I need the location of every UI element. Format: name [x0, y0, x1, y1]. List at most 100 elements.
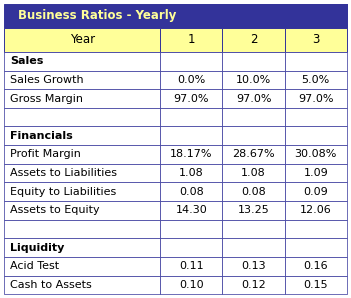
Text: 0.13: 0.13: [241, 261, 266, 271]
Bar: [4, 28, 160, 52]
Bar: [285, 145, 347, 164]
Bar: [160, 4, 223, 28]
Bar: [160, 89, 223, 108]
Text: 3: 3: [312, 33, 319, 46]
Text: 97.0%: 97.0%: [236, 94, 271, 103]
Bar: [223, 201, 285, 220]
Bar: [160, 126, 223, 145]
Bar: [160, 52, 223, 71]
Bar: [223, 52, 285, 71]
Text: 10.0%: 10.0%: [236, 75, 271, 85]
Bar: [285, 182, 347, 201]
Bar: [285, 89, 347, 108]
Bar: [285, 52, 347, 71]
Bar: [160, 145, 223, 164]
Bar: [160, 201, 223, 220]
Bar: [223, 276, 285, 294]
Text: Profit Margin: Profit Margin: [11, 150, 81, 159]
Bar: [223, 28, 285, 52]
Bar: [4, 126, 160, 145]
Bar: [285, 220, 347, 238]
Bar: [160, 257, 223, 276]
Bar: [160, 28, 223, 52]
Text: 1: 1: [187, 33, 195, 46]
Bar: [160, 108, 223, 126]
Bar: [4, 182, 160, 201]
Text: Assets to Liabilities: Assets to Liabilities: [11, 168, 118, 178]
Bar: [285, 28, 347, 52]
Bar: [4, 71, 160, 89]
Bar: [223, 71, 285, 89]
Bar: [223, 257, 285, 276]
Text: 28.67%: 28.67%: [232, 150, 275, 159]
Bar: [285, 257, 347, 276]
Bar: [4, 164, 160, 182]
Bar: [160, 182, 223, 201]
Text: Sales Growth: Sales Growth: [11, 75, 84, 85]
Bar: [285, 4, 347, 28]
Bar: [285, 201, 347, 220]
Text: 18.17%: 18.17%: [170, 150, 212, 159]
Bar: [4, 201, 160, 220]
Text: 0.12: 0.12: [241, 280, 266, 290]
Bar: [223, 126, 285, 145]
Text: Cash to Assets: Cash to Assets: [11, 280, 92, 290]
Text: 0.08: 0.08: [241, 187, 266, 197]
Bar: [285, 238, 347, 257]
Text: 12.06: 12.06: [300, 205, 332, 215]
Text: 13.25: 13.25: [238, 205, 270, 215]
Text: Liquidity: Liquidity: [11, 243, 65, 253]
Text: 0.09: 0.09: [303, 187, 328, 197]
Bar: [223, 108, 285, 126]
Text: Business Ratios - Yearly: Business Ratios - Yearly: [18, 9, 176, 22]
Text: 0.15: 0.15: [304, 280, 328, 290]
Bar: [223, 238, 285, 257]
Text: Financials: Financials: [11, 131, 73, 141]
Text: Year: Year: [69, 33, 95, 46]
Bar: [4, 276, 160, 294]
Bar: [285, 108, 347, 126]
Text: 97.0%: 97.0%: [298, 94, 333, 103]
Bar: [160, 220, 223, 238]
Bar: [223, 164, 285, 182]
Text: Acid Test: Acid Test: [11, 261, 60, 271]
Bar: [285, 71, 347, 89]
Bar: [4, 145, 160, 164]
Text: Gross Margin: Gross Margin: [11, 94, 84, 103]
Bar: [160, 238, 223, 257]
Text: 30.08%: 30.08%: [294, 150, 337, 159]
Text: 14.30: 14.30: [176, 205, 207, 215]
Text: 0.0%: 0.0%: [177, 75, 205, 85]
Bar: [223, 89, 285, 108]
Text: Assets to Equity: Assets to Equity: [11, 205, 100, 215]
Text: 0.10: 0.10: [179, 280, 204, 290]
Bar: [223, 145, 285, 164]
Text: 2: 2: [250, 33, 257, 46]
Bar: [4, 238, 160, 257]
Text: 0.16: 0.16: [304, 261, 328, 271]
Bar: [223, 182, 285, 201]
Text: 0.08: 0.08: [179, 187, 204, 197]
Text: 5.0%: 5.0%: [302, 75, 330, 85]
Text: 97.0%: 97.0%: [173, 94, 209, 103]
Text: Equity to Liabilities: Equity to Liabilities: [11, 187, 117, 197]
Bar: [4, 4, 347, 28]
Bar: [160, 276, 223, 294]
Bar: [285, 164, 347, 182]
Bar: [4, 52, 160, 71]
Bar: [160, 71, 223, 89]
Bar: [285, 126, 347, 145]
Text: 1.09: 1.09: [303, 168, 328, 178]
Bar: [4, 220, 160, 238]
Text: 1.08: 1.08: [241, 168, 266, 178]
Bar: [223, 4, 285, 28]
Text: Sales: Sales: [11, 56, 44, 66]
Bar: [160, 164, 223, 182]
Text: 0.11: 0.11: [179, 261, 204, 271]
Bar: [4, 257, 160, 276]
Bar: [285, 276, 347, 294]
Text: 1.08: 1.08: [179, 168, 204, 178]
Bar: [4, 89, 160, 108]
Bar: [223, 220, 285, 238]
Bar: [4, 108, 160, 126]
